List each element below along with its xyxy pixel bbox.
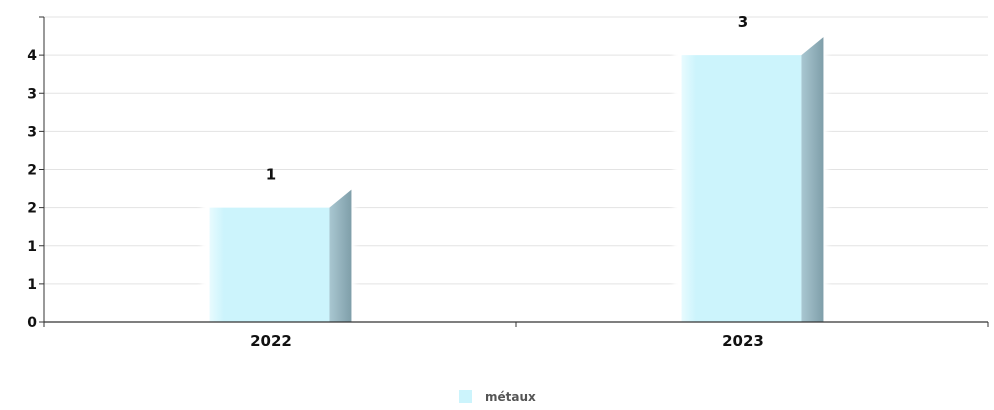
bars	[201, 37, 828, 322]
y-tick-label: 1	[27, 277, 37, 293]
y-tick-label: 3	[27, 86, 37, 102]
y-tick-label: 3	[27, 124, 37, 140]
bar-side	[801, 37, 824, 322]
data-label: 1	[266, 166, 276, 184]
legend: métaux	[459, 390, 536, 404]
bar	[681, 55, 802, 322]
y-tick-label: 1	[27, 239, 37, 255]
legend-swatch	[459, 390, 472, 403]
y-tick-label: 0	[27, 315, 37, 331]
y-tick-label: 2	[27, 163, 37, 179]
legend-label: métaux	[485, 390, 536, 404]
data-label: 3	[738, 13, 748, 31]
bar	[209, 207, 330, 322]
grid-lines	[44, 16, 988, 285]
y-tick-label: 2	[27, 201, 37, 217]
bar-side	[329, 189, 352, 322]
y-tick-label: 4	[27, 48, 37, 64]
labels: 0 1 1 2 2 3 3 4 1 2022 3 2023	[27, 13, 764, 350]
x-tick-label: 2023	[722, 332, 764, 350]
x-tick-label: 2022	[250, 332, 292, 350]
axes	[39, 16, 989, 327]
